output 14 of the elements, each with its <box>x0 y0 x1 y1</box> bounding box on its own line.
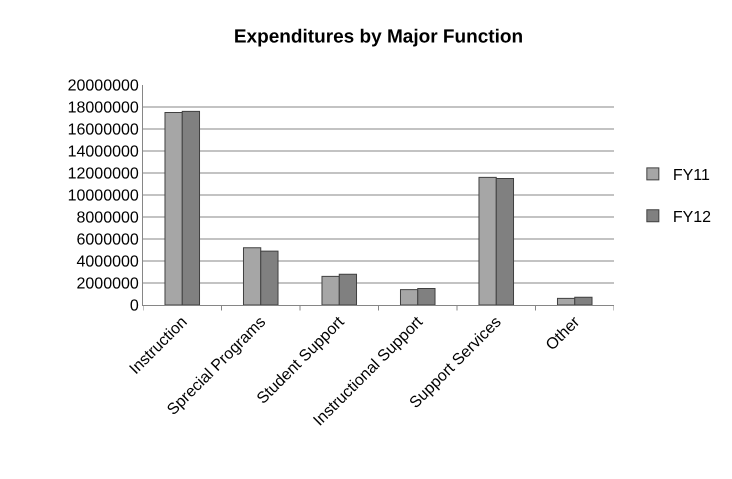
legend-label: FY12 <box>672 208 712 226</box>
legend-label: FY11 <box>672 167 710 184</box>
y-tick-label: 20000000 <box>68 78 139 95</box>
y-tick-label: 10000000 <box>68 188 139 205</box>
y-tick-label: 0 <box>130 298 139 315</box>
y-tick-label: 16000000 <box>68 122 139 139</box>
y-tick-label: 4000000 <box>76 254 139 271</box>
chart-title: Expenditures by Major Function <box>234 26 524 48</box>
y-tick-label: 12000000 <box>68 166 139 183</box>
y-tick-label: 18000000 <box>68 100 139 117</box>
y-tick-label: 8000000 <box>76 210 139 227</box>
y-tick-label: 14000000 <box>68 144 139 161</box>
y-tick-label: 6000000 <box>76 232 139 249</box>
y-tick-label: 2000000 <box>76 276 139 293</box>
